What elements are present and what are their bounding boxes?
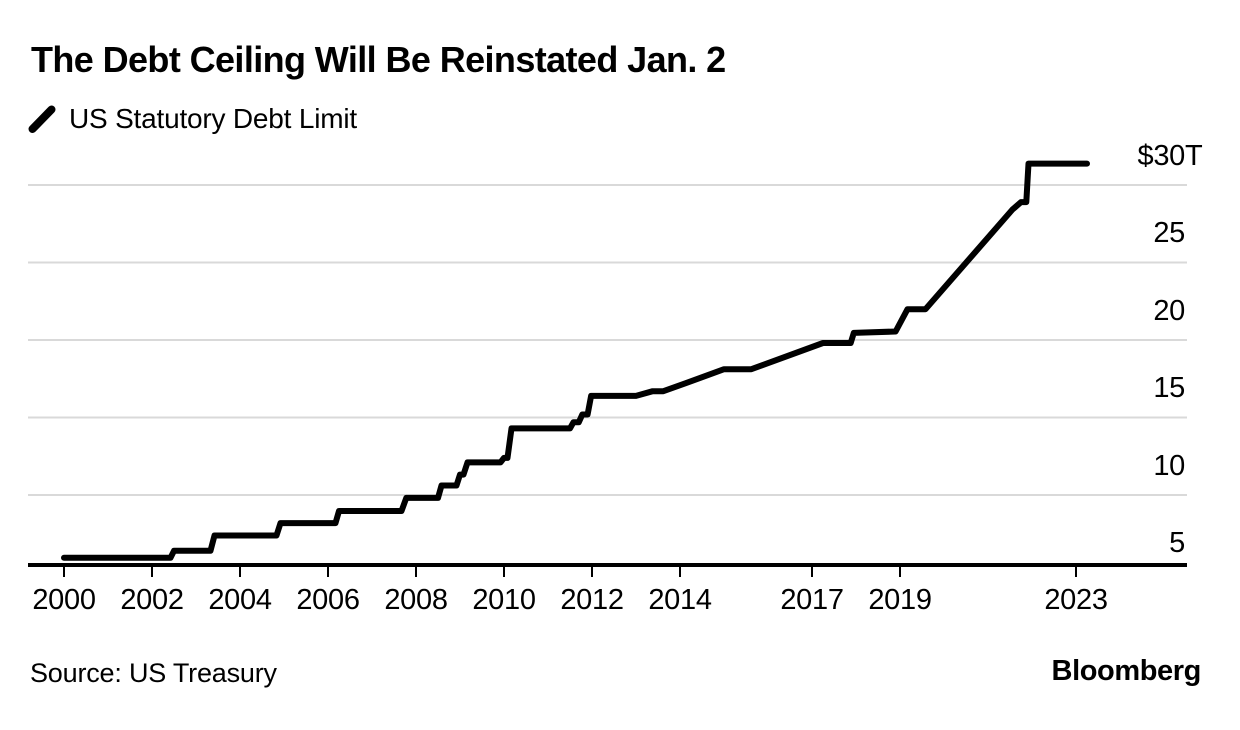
- x-axis-tick-label: 2010: [472, 584, 536, 616]
- x-axis-tick-label: 2023: [1044, 584, 1108, 616]
- y-axis-tick-label: 15: [1153, 372, 1185, 404]
- y-axis-tick-label: 25: [1153, 217, 1185, 249]
- y-axis-tick-label: 5: [1169, 527, 1185, 559]
- x-axis-tick-label: 2017: [780, 584, 844, 616]
- y-axis-unit: T: [1185, 139, 1203, 172]
- chart-title: The Debt Ceiling Will Be Reinstated Jan.…: [31, 39, 726, 80]
- source-note: Source: US Treasury: [30, 658, 277, 688]
- slash-icon: [28, 105, 56, 133]
- x-axis-tick-label: 2008: [384, 584, 448, 616]
- x-axis-tick-label: 2019: [868, 584, 932, 616]
- debt-limit-line: [61, 160, 1090, 561]
- x-axis-tick-label: 2004: [208, 584, 272, 616]
- x-axis-tick-label: 2012: [560, 584, 624, 616]
- x-axis-tick-label: 2002: [120, 584, 184, 616]
- y-axis-tick-label: 20: [1153, 294, 1185, 327]
- bloomberg-logo: Bloomberg: [1051, 655, 1202, 687]
- x-axis-tick-label: 2000: [32, 584, 96, 616]
- x-axis-tick-label: 2006: [296, 584, 360, 616]
- y-axis-tick-label: 10: [1153, 449, 1185, 482]
- legend: US Statutory Debt Limit: [28, 102, 357, 136]
- legend-label: US Statutory Debt Limit: [69, 103, 357, 134]
- y-axis-tick-label: $30 T: [1137, 139, 1203, 172]
- x-axis-tick-label: 2014: [648, 584, 712, 616]
